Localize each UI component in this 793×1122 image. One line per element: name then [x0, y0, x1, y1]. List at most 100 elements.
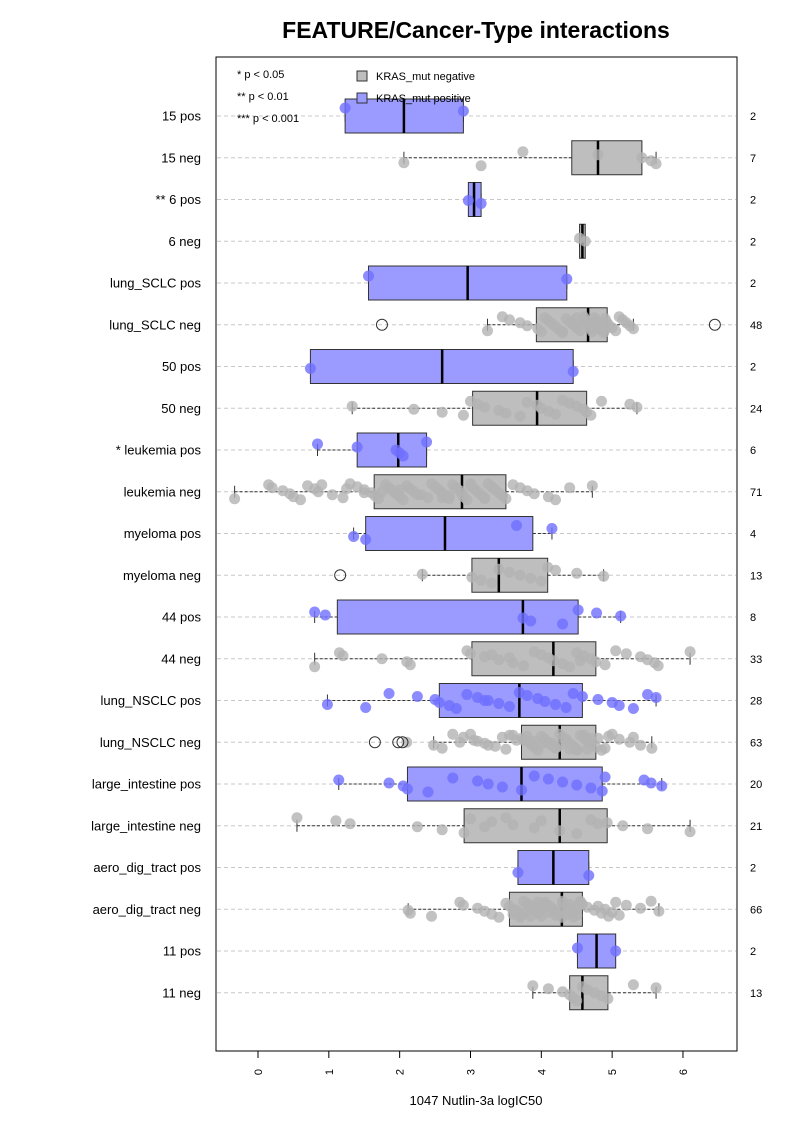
data-point: [627, 703, 639, 714]
data-point: [579, 235, 591, 247]
outlier-point: [396, 736, 409, 749]
data-point: [326, 489, 338, 501]
data-point: [684, 646, 696, 658]
data-point: [525, 615, 537, 627]
data-point: [527, 980, 539, 992]
data-point: [461, 494, 473, 506]
data-point: [401, 783, 413, 795]
data-point: [447, 728, 459, 740]
data-point: [646, 742, 658, 754]
group-count: 20: [750, 779, 762, 791]
data-point: [344, 818, 356, 830]
data-point: [528, 822, 540, 834]
significance-key-item: *** p < 0.001: [237, 113, 299, 125]
group-count: 28: [750, 696, 762, 708]
data-point: [574, 325, 586, 337]
data-point: [599, 324, 611, 336]
data-point: [535, 738, 547, 750]
group-label: 44 neg: [161, 651, 201, 666]
data-point: [564, 661, 576, 673]
x-tick-label: 0: [253, 1069, 265, 1075]
data-point: [376, 486, 388, 498]
data-point: [554, 825, 566, 837]
data-point: [650, 692, 662, 703]
group-count: 2: [750, 946, 756, 958]
data-point: [337, 492, 349, 504]
group-count: 2: [750, 863, 756, 875]
data-point: [411, 691, 423, 702]
data-point: [397, 450, 409, 462]
data-point: [462, 195, 474, 206]
data-point: [634, 902, 646, 914]
data-point: [316, 479, 328, 491]
group-count: 4: [750, 529, 756, 541]
box: [438, 683, 583, 718]
legend-swatch: [356, 92, 368, 104]
data-point: [585, 409, 597, 421]
data-point: [294, 494, 306, 506]
data-point: [457, 409, 469, 421]
data-point: [521, 396, 533, 408]
data-point: [547, 655, 559, 667]
data-point: [351, 441, 363, 453]
data-point: [590, 656, 602, 668]
data-point: [479, 401, 491, 413]
data-point: [291, 812, 303, 824]
group-label: leukemia neg: [124, 484, 201, 499]
data-point: [493, 563, 505, 575]
data-point: [348, 531, 360, 542]
data-point: [475, 198, 487, 209]
data-point: [557, 618, 569, 630]
data-point: [571, 828, 583, 840]
data-point: [610, 896, 622, 908]
data-point: [571, 779, 583, 791]
data-point: [596, 395, 608, 407]
data-point: [601, 817, 613, 829]
data-point: [521, 320, 533, 332]
data-point: [539, 696, 551, 707]
data-point: [360, 702, 372, 713]
data-point: [475, 574, 487, 586]
data-point: [383, 688, 395, 699]
data-point: [450, 703, 462, 714]
data-point: [479, 821, 491, 833]
data-point: [436, 742, 448, 754]
data-point: [585, 782, 597, 794]
data-point: [500, 743, 512, 755]
data-point: [617, 820, 629, 832]
data-point: [422, 786, 434, 798]
data-point: [542, 773, 554, 785]
data-point: [266, 482, 278, 494]
data-point: [503, 652, 515, 664]
data-point: [518, 660, 530, 672]
data-point: [528, 770, 540, 782]
data-point: [549, 564, 561, 576]
data-point: [482, 739, 494, 751]
group-label: large_intestine neg: [91, 818, 201, 833]
data-point: [486, 481, 498, 493]
data-point: [319, 609, 331, 621]
group-count: 2: [750, 236, 756, 248]
data-point: [561, 273, 573, 285]
group-label: myeloma neg: [123, 568, 201, 583]
group-label: lung_NSCLC neg: [100, 735, 201, 750]
data-point: [472, 735, 484, 747]
data-point: [549, 408, 561, 420]
data-point: [486, 649, 498, 661]
data-point: [514, 569, 526, 581]
group-label: aero_dig_tract neg: [93, 902, 201, 917]
data-point: [571, 567, 583, 579]
data-point: [458, 827, 470, 839]
data-point: [443, 490, 455, 502]
data-point: [500, 812, 512, 824]
group-count: 13: [750, 988, 762, 1000]
data-point: [631, 401, 643, 413]
data-point: [311, 438, 323, 450]
data-point: [482, 778, 494, 790]
group-count: 48: [750, 320, 762, 332]
data-point: [645, 777, 657, 789]
data-point: [560, 733, 572, 745]
group-label: 6 neg: [168, 234, 201, 249]
group-label: * leukemia pos: [116, 443, 202, 458]
